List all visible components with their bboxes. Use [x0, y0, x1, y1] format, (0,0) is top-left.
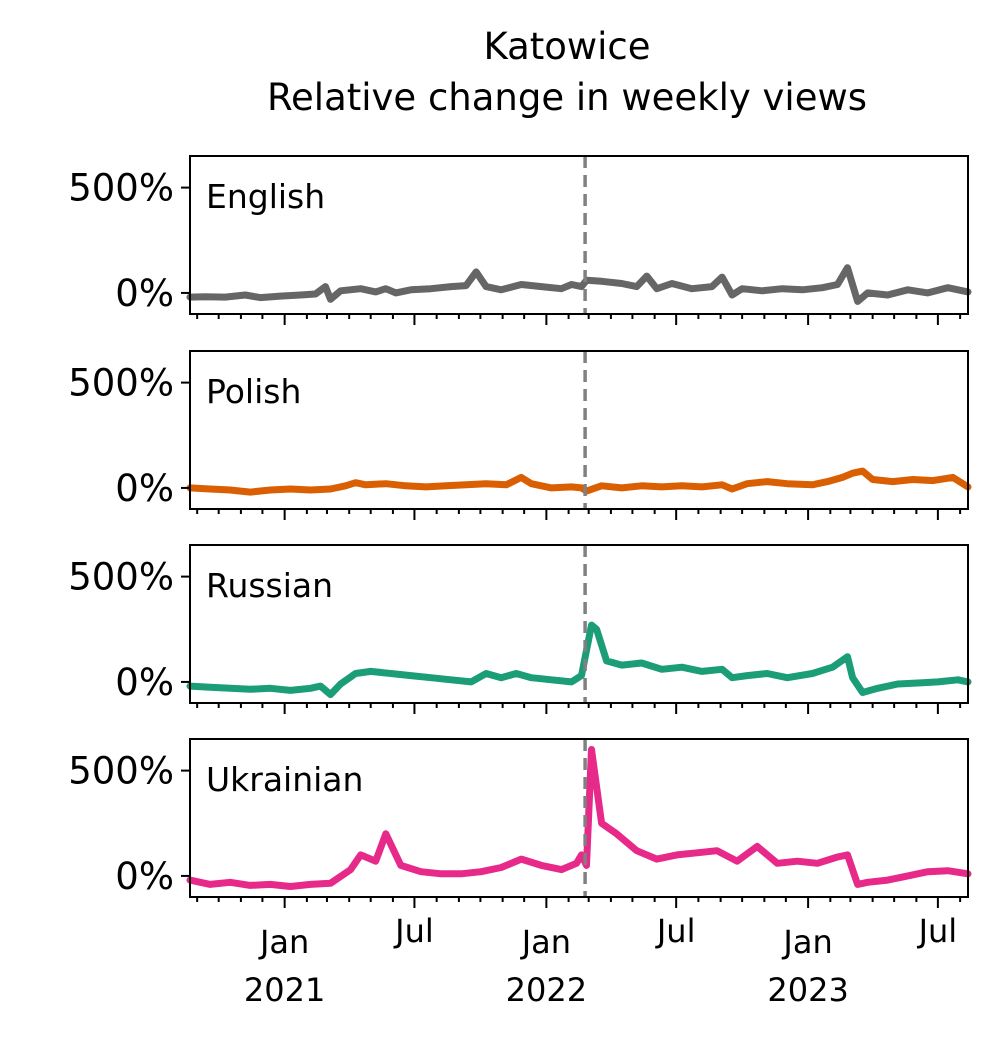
y-tick-label: 500%: [68, 750, 174, 793]
x-tick-label: Jan: [781, 923, 832, 961]
panel-ukrainian: 0% 500% Ukrainian: [68, 738, 972, 908]
x-tick-year-label: 2022: [506, 971, 587, 1009]
x-tick-year-label: 2023: [767, 971, 848, 1009]
series-line-polish: [186, 467, 972, 496]
panel-label-russian: Russian: [206, 566, 333, 605]
series-line-russian: [186, 621, 972, 699]
x-axis: Jan 2021 Jul Jan 2022 Jul Jan 2023 Jul: [244, 912, 957, 1009]
y-tick-label: 0%: [115, 272, 174, 315]
panel-english: 0% 500% English: [68, 155, 972, 325]
panel-frame: [189, 155, 969, 315]
x-tick-label: Jan: [520, 923, 571, 961]
panel-frame: [189, 544, 969, 704]
x-tick-label: Jul: [393, 912, 434, 950]
y-tick-label: 0%: [115, 661, 174, 704]
series-line-english: [186, 264, 972, 305]
y-tick-label: 500%: [68, 167, 174, 210]
panel-label-ukrainian: Ukrainian: [206, 760, 363, 799]
panel-label-polish: Polish: [206, 372, 301, 411]
chart-subtitle: Relative change in weekly views: [267, 76, 867, 119]
panel-frame: [189, 738, 969, 898]
x-tick-label: Jul: [917, 912, 958, 950]
y-tick-label: 500%: [68, 556, 174, 599]
y-tick-label: 0%: [115, 855, 174, 898]
x-tick-year-label: 2021: [244, 971, 325, 1009]
x-tick-label: Jul: [655, 912, 696, 950]
x-tick-label: Jan: [258, 923, 309, 961]
panel-polish: 0% 500% Polish: [68, 350, 972, 520]
panel-frame: [189, 350, 969, 510]
panel-label-english: English: [206, 177, 325, 216]
y-tick-label: 500%: [68, 362, 174, 405]
chart-title: Katowice: [483, 25, 650, 68]
y-tick-label: 0%: [115, 467, 174, 510]
panel-russian: 0% 500% Russian: [68, 544, 972, 714]
